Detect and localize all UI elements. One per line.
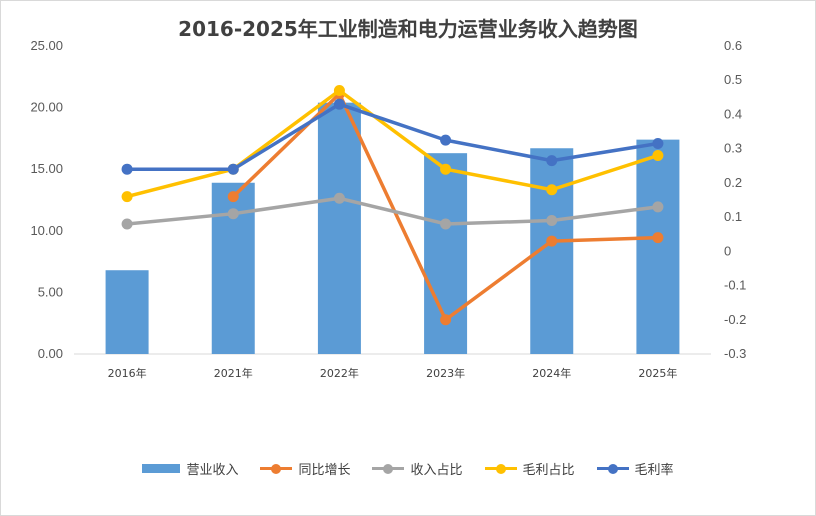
left-axis-tick-label: 25.00: [30, 38, 63, 53]
point-收入占比: [227, 208, 239, 220]
point-收入占比: [440, 218, 452, 230]
point-收入占比: [652, 201, 664, 213]
legend-swatch: [484, 463, 517, 474]
line-毛利率: [125, 102, 660, 171]
point-毛利率: [652, 138, 664, 150]
bar-营业收入: [105, 270, 149, 354]
chart-title: 2016-2025年工业制造和电力运营业务收入趋势图: [178, 17, 638, 41]
left-axis-tick-label: 20.00: [30, 100, 63, 115]
right-axis-tick-label: 0.4: [724, 106, 742, 121]
legend-label: 毛利占比: [522, 463, 575, 478]
right-axis-tick-label: 0: [724, 243, 731, 258]
point-毛利占比: [652, 150, 664, 162]
right-axis-tick-label: -0.2: [724, 312, 746, 327]
x-axis-category-label: 2016年: [108, 366, 147, 380]
point-收入占比: [546, 215, 558, 227]
bar-营业收入: [636, 139, 680, 354]
point-毛利率: [440, 134, 452, 146]
left-axis-tick-label: 10.00: [30, 223, 63, 238]
point-毛利率: [227, 163, 239, 175]
point-收入占比: [333, 192, 345, 204]
legend-item: 毛利率: [596, 459, 674, 478]
line-毛利占比: [125, 88, 660, 199]
legend-swatch: [260, 463, 293, 474]
legend-item: 毛利占比: [484, 459, 575, 478]
right-axis-tick-label: 0.2: [724, 175, 742, 190]
right-axis-tick-label: 0.3: [724, 141, 742, 156]
right-axis-tick-label: 0.1: [724, 209, 742, 224]
line-收入占比: [125, 196, 660, 226]
left-axis-tick-label: 5.00: [38, 284, 63, 299]
point-收入占比: [121, 218, 133, 230]
legend-label: 营业收入: [186, 463, 239, 478]
left-axis-tick-label: 0.00: [38, 346, 63, 361]
point-毛利占比: [121, 191, 133, 203]
point-毛利率: [546, 155, 558, 167]
point-毛利率: [121, 163, 133, 175]
point-毛利占比: [440, 163, 452, 175]
point-同比增长: [546, 235, 558, 247]
legend-label: 毛利率: [634, 463, 674, 478]
right-axis-tick-label: -0.1: [724, 278, 746, 293]
x-axis-category-label: 2024年: [532, 366, 571, 380]
legend-swatch: [142, 464, 181, 473]
left-axis-tick-label: 15.00: [30, 161, 63, 176]
legend-item: 同比增长: [260, 459, 350, 478]
legend-item: 营业收入: [142, 459, 238, 478]
right-axis-tick-label: -0.3: [724, 346, 746, 361]
point-毛利占比: [546, 184, 558, 196]
point-同比增长: [652, 232, 664, 244]
legend-label: 收入占比: [410, 463, 463, 478]
bar-营业收入: [317, 102, 361, 354]
legend-item: 收入占比: [372, 459, 463, 478]
point-毛利占比: [333, 84, 345, 96]
x-axis-category-label: 2023年: [426, 366, 465, 380]
legend-swatch: [596, 463, 629, 474]
x-axis-category-label: 2025年: [638, 366, 677, 380]
point-同比增长: [227, 191, 239, 203]
x-axis-category-label: 2021年: [214, 366, 253, 380]
point-毛利率: [333, 98, 345, 110]
legend-swatch: [372, 463, 405, 474]
chart-legend: 营业收入 同比增长 收入占比 毛利占比 毛利率: [1, 459, 815, 478]
right-axis-tick-label: 0.6: [724, 38, 742, 53]
point-同比增长: [440, 314, 452, 326]
right-axis-tick-label: 0.5: [724, 72, 742, 87]
x-axis-category-label: 2022年: [320, 366, 359, 380]
legend-label: 同比增长: [298, 463, 351, 478]
